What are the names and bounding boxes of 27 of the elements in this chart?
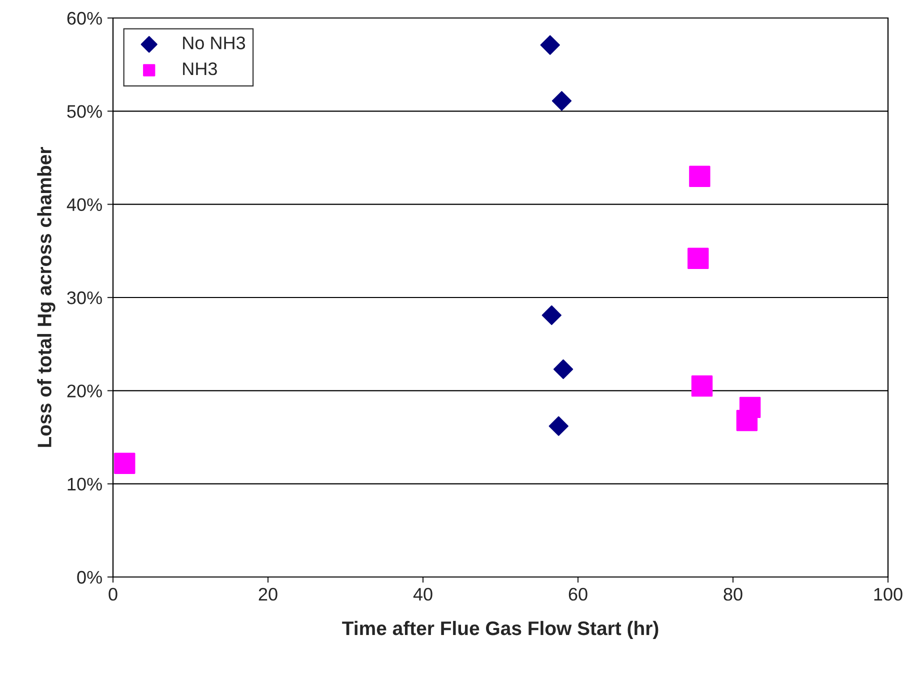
x-tick-label: 60 — [568, 588, 588, 601]
point — [114, 452, 136, 474]
point — [542, 305, 562, 326]
x-tick-label: 40 — [413, 588, 432, 601]
point — [552, 91, 572, 111]
y-tick-label: 30% — [67, 291, 102, 304]
x-tick-label: 100 — [874, 588, 902, 601]
point — [689, 166, 710, 187]
x-tick-label: 20 — [258, 588, 278, 601]
x-tick-label: 80 — [724, 588, 742, 601]
point — [688, 248, 709, 269]
y-tick-label: 20% — [67, 384, 102, 398]
x-tick-label: 0 — [108, 588, 118, 601]
point — [548, 416, 568, 436]
y-tick-label: 50% — [67, 105, 102, 118]
y-tick-label: 60% — [67, 12, 102, 25]
y-tick-label: 40% — [66, 198, 102, 212]
point — [553, 359, 574, 380]
legend-label: No NH3 — [183, 36, 246, 50]
point — [691, 375, 713, 397]
y-tick-label: 10% — [68, 478, 102, 491]
x-axis-title: Time after Flue Gas Flow Start (hr) — [342, 620, 658, 640]
point — [540, 35, 560, 55]
legend-label: NH3 — [183, 62, 217, 76]
y-tick-label: 0% — [77, 570, 102, 584]
point — [736, 410, 758, 432]
y-axis-title: Loss of total Hg across chamber — [37, 147, 56, 447]
